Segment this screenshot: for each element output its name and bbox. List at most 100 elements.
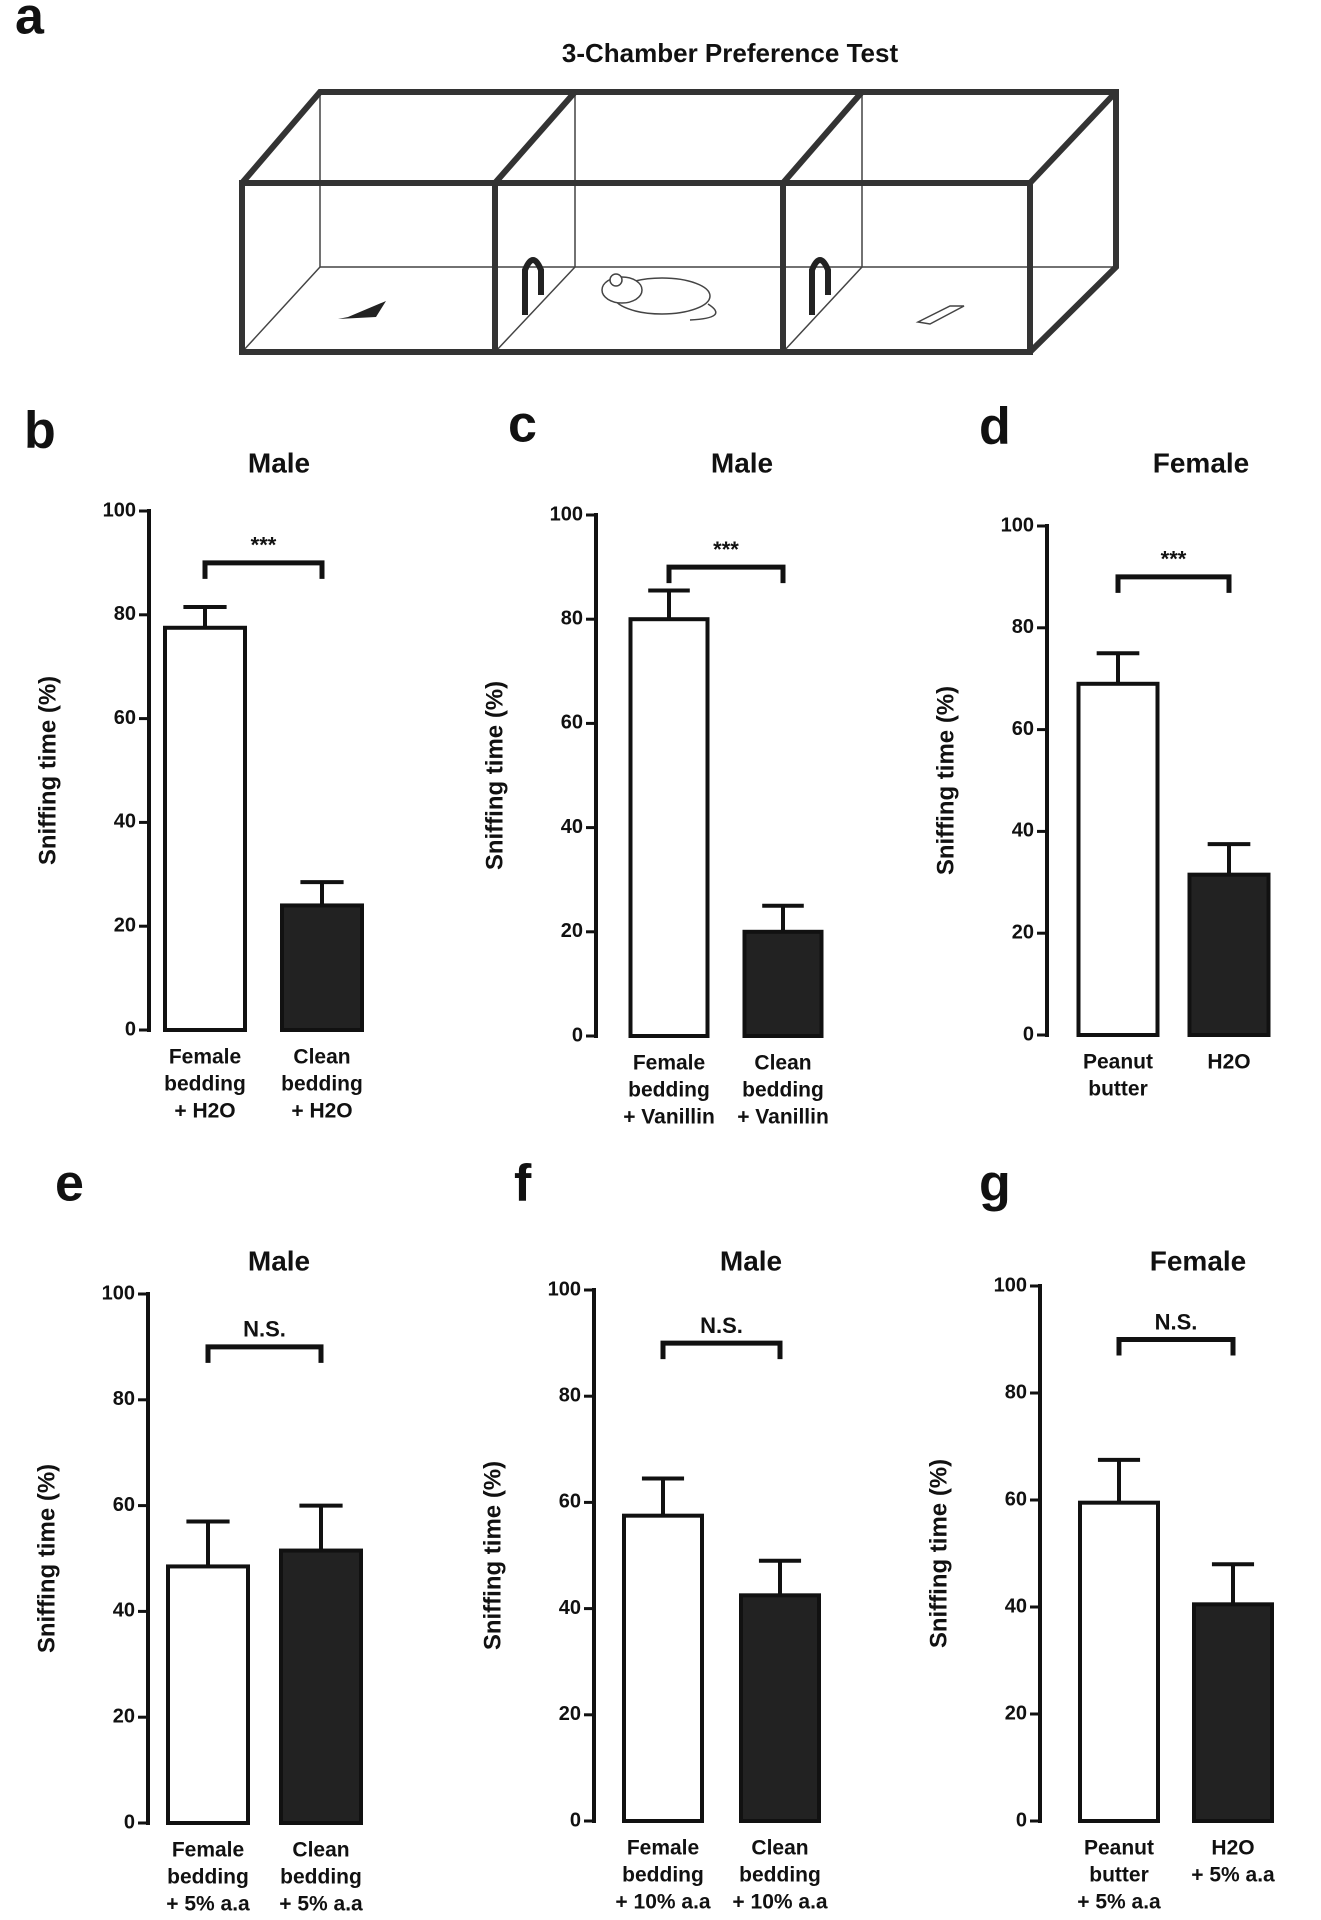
x-tick-label: bedding	[628, 1079, 710, 1102]
chamber-diagram: a 3-Chamber Preference Test	[15, 0, 1119, 355]
y-tick-label: 60	[559, 1491, 581, 1513]
bar	[742, 929, 824, 1038]
y-tick-label: 80	[1005, 1381, 1027, 1403]
bar	[622, 1513, 704, 1824]
y-tick-label: 0	[124, 1811, 135, 1833]
y-tick-label: 40	[561, 816, 583, 838]
y-tick-label: 20	[114, 914, 136, 936]
x-tick-label: Peanut	[1083, 1051, 1153, 1074]
chart-panel: f Male Sniffing time (%) 0 20 40 60 80 100 Female…	[479, 1155, 828, 1914]
chart-title: Female	[1150, 1245, 1247, 1276]
chart-panel: b Male Sniffing time (%) 0 20 40 60 80 100 Female…	[24, 402, 364, 1123]
x-tick-label: + Vanillin	[623, 1106, 715, 1129]
panel-letter: b	[24, 402, 56, 460]
bar	[280, 903, 364, 1032]
y-tick-label: 60	[1005, 1488, 1027, 1510]
significance-bracket	[205, 1344, 324, 1363]
y-tick-label: 100	[1001, 514, 1034, 536]
bar	[1192, 1602, 1274, 1823]
y-tick-label: 40	[559, 1597, 581, 1619]
significance-bracket	[666, 564, 786, 584]
y-tick-label: 60	[114, 707, 136, 729]
y-tick-label: 40	[114, 811, 136, 833]
panel-letter: f	[514, 1155, 532, 1213]
x-tick-label: + 5% a.a	[1077, 1891, 1161, 1914]
x-tick-label: + 10% a.a	[615, 1891, 710, 1914]
x-tick-label: Female	[172, 1839, 244, 1862]
panel-letter: e	[55, 1155, 84, 1213]
x-tick-label: butter	[1088, 1078, 1148, 1101]
bedding-clean	[915, 305, 965, 325]
x-tick-label: bedding	[742, 1079, 824, 1102]
x-tick-label: + 5% a.a	[166, 1893, 250, 1916]
panel-letter: d	[979, 398, 1011, 456]
x-tick-label: bedding	[167, 1866, 249, 1889]
chart-title: Male	[248, 1245, 310, 1276]
y-tick-label: 100	[548, 1278, 581, 1300]
y-tick-label: 20	[113, 1705, 135, 1727]
chart-panel: d Female Sniffing time (%) 0 20 40 60 80 100 Pean…	[932, 398, 1271, 1101]
x-tick-label: + 10% a.a	[732, 1891, 827, 1914]
chart-title: Male	[248, 447, 310, 478]
bar	[163, 625, 247, 1033]
y-tick-label: 0	[572, 1024, 583, 1046]
floor-divider	[782, 266, 863, 353]
x-tick-label: H2O	[1207, 1051, 1250, 1074]
mouse	[601, 273, 717, 321]
box-front	[239, 180, 1033, 355]
floor-edge	[241, 266, 321, 353]
bedding-dark	[338, 301, 386, 319]
x-tick-label: bedding	[280, 1866, 362, 1889]
bar	[1078, 1500, 1160, 1824]
bar	[628, 617, 710, 1038]
x-tick-label: bedding	[281, 1073, 363, 1096]
y-tick-label: 20	[559, 1703, 581, 1725]
significance-bracket	[1116, 1337, 1236, 1356]
y-axis-label: Sniffing time (%)	[479, 1461, 506, 1650]
significance-label: ***	[1161, 547, 1187, 572]
y-tick-label: 40	[1005, 1595, 1027, 1617]
significance-label: ***	[713, 537, 739, 562]
bar	[1076, 681, 1160, 1037]
bar	[1187, 872, 1271, 1037]
y-tick-label: 100	[103, 499, 136, 521]
panel-letter: a	[15, 0, 45, 46]
y-axis-label: Sniffing time (%)	[34, 676, 61, 865]
x-tick-label: + H2O	[291, 1100, 352, 1123]
y-tick-label: 100	[994, 1274, 1027, 1296]
diagram-title: 3-Chamber Preference Test	[562, 38, 899, 68]
y-tick-label: 100	[550, 503, 583, 525]
y-tick-label: 20	[1012, 921, 1034, 943]
box-edge	[1027, 89, 1119, 186]
significance-label: N.S.	[700, 1313, 743, 1338]
y-axis-label: Sniffing time (%)	[925, 1459, 952, 1648]
bar	[739, 1593, 821, 1823]
x-tick-label: + 5% a.a	[279, 1893, 363, 1916]
y-tick-label: 80	[559, 1384, 581, 1406]
doorway	[809, 257, 831, 315]
y-tick-label: 40	[1012, 820, 1034, 842]
x-tick-label: bedding	[164, 1073, 246, 1096]
significance-bracket	[660, 1340, 783, 1360]
significance-bracket	[202, 560, 325, 579]
significance-label: ***	[251, 533, 277, 558]
significance-bracket	[1115, 574, 1232, 593]
y-tick-label: 60	[1012, 718, 1034, 740]
y-tick-label: 100	[102, 1282, 135, 1304]
x-tick-label: Female	[169, 1046, 241, 1069]
x-tick-label: Peanut	[1084, 1837, 1154, 1860]
chart-title: Male	[711, 447, 773, 478]
x-tick-label: Female	[627, 1837, 699, 1860]
x-tick-label: Clean	[292, 1839, 349, 1862]
y-tick-label: 80	[113, 1388, 135, 1410]
y-tick-label: 20	[1005, 1702, 1027, 1724]
x-tick-label: Female	[633, 1052, 705, 1075]
x-tick-label: bedding	[622, 1864, 704, 1887]
panel-letter: g	[979, 1155, 1011, 1213]
x-tick-label: Clean	[751, 1837, 808, 1860]
y-tick-label: 40	[113, 1600, 135, 1622]
x-tick-label: + 5% a.a	[1191, 1864, 1275, 1887]
x-tick-label: H2O	[1211, 1837, 1254, 1860]
y-tick-label: 20	[561, 920, 583, 942]
